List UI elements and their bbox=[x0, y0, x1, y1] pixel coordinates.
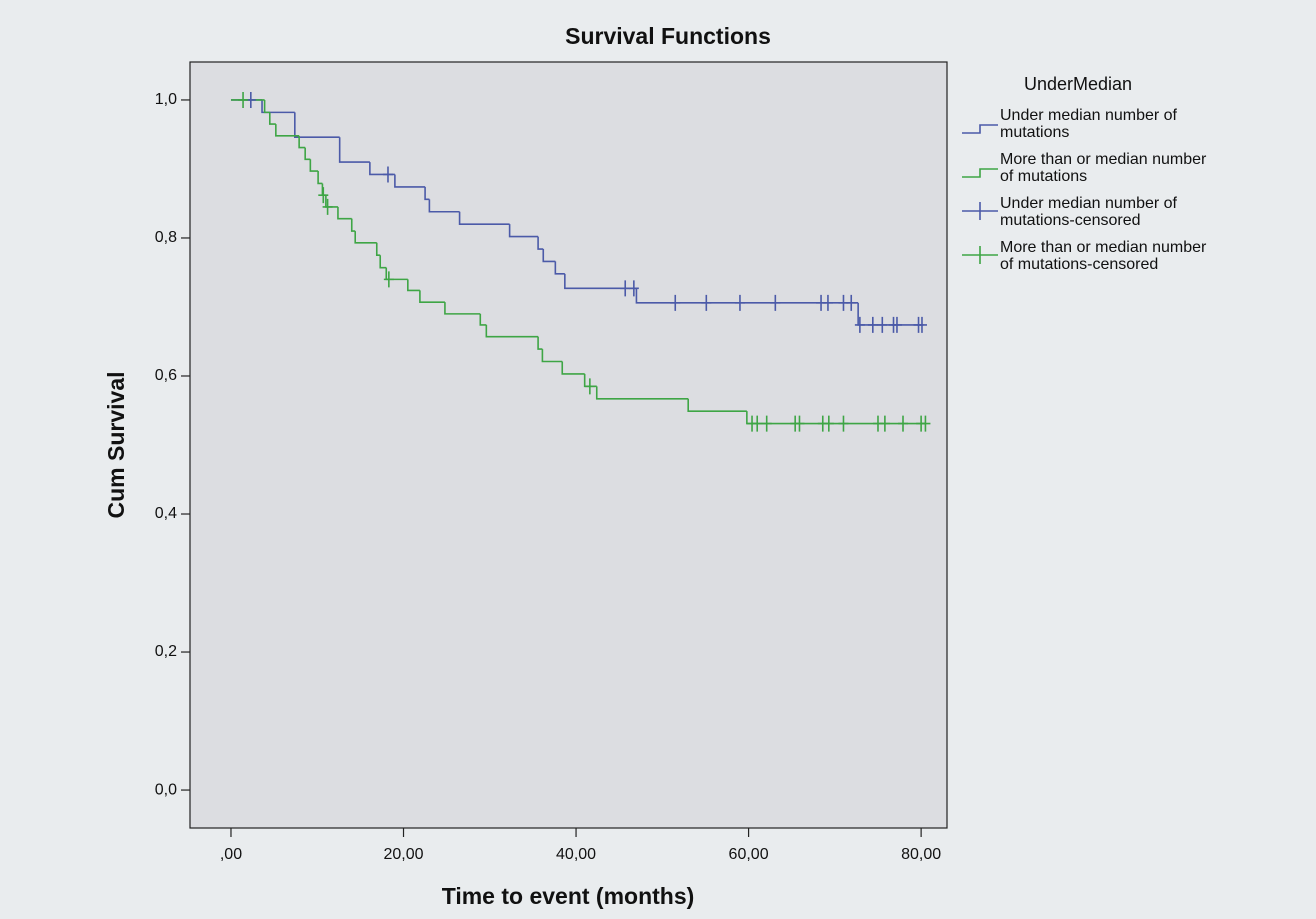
survival-step bbox=[275, 124, 300, 137]
survival-step bbox=[746, 411, 926, 425]
censor-mark bbox=[846, 294, 857, 311]
survival-step bbox=[309, 159, 319, 172]
survival-step bbox=[537, 336, 543, 350]
censor-mark bbox=[898, 415, 909, 432]
censor-mark bbox=[877, 316, 888, 333]
legend-censor bbox=[962, 202, 998, 220]
x-tick-label: 40,00 bbox=[556, 846, 596, 863]
survival-step bbox=[298, 135, 306, 149]
y-tick-label: 0,8 bbox=[155, 229, 177, 246]
survival-step bbox=[350, 218, 356, 232]
legend-label: More than or median number of mutations bbox=[1000, 151, 1207, 185]
x-tick-label: 80,00 bbox=[901, 846, 941, 863]
x-axis-label: Time to event (months) bbox=[442, 883, 695, 909]
censor-mark bbox=[701, 294, 712, 311]
censor-mark bbox=[838, 415, 849, 432]
y-axis-label: Cum Survival bbox=[103, 372, 129, 519]
legend-entry: More than or median number of mutations bbox=[960, 151, 1260, 191]
x-tick-label: 20,00 bbox=[383, 846, 423, 863]
survival-step bbox=[635, 288, 859, 304]
y-tick-label: 0,4 bbox=[155, 505, 177, 522]
censor-mark bbox=[322, 198, 333, 215]
x-tick-label: 60,00 bbox=[729, 846, 769, 863]
survival-step bbox=[537, 236, 544, 250]
survival-step bbox=[485, 324, 539, 338]
y-tick-label: 0,0 bbox=[155, 781, 177, 798]
y-tick-label: 0,2 bbox=[155, 643, 177, 660]
censor-mark bbox=[770, 294, 781, 311]
censor-mark bbox=[823, 415, 834, 432]
survival-step bbox=[337, 206, 352, 220]
survival-step bbox=[479, 313, 487, 326]
survival-step bbox=[379, 255, 387, 269]
legend-label: More than or median number of mutations-… bbox=[1000, 239, 1207, 273]
survival-step bbox=[317, 171, 323, 185]
survival-step bbox=[407, 279, 420, 292]
survival-step bbox=[375, 242, 381, 257]
survival-step bbox=[304, 147, 311, 161]
legend-entry: More than or median number of mutations-… bbox=[960, 239, 1260, 279]
censor-mark bbox=[620, 280, 631, 297]
legend-entry: Under median number of mutations-censore… bbox=[960, 195, 1260, 235]
censor-mark bbox=[383, 271, 394, 288]
survival-step bbox=[338, 137, 370, 163]
censor-mark bbox=[794, 415, 805, 432]
legend-title: UnderMedian bbox=[1024, 74, 1133, 94]
survival-step bbox=[294, 112, 340, 139]
survival-step bbox=[424, 186, 430, 201]
survival-step bbox=[263, 99, 270, 114]
survival-step bbox=[428, 199, 460, 213]
survival-step bbox=[554, 261, 565, 275]
censor-mark bbox=[628, 280, 639, 297]
legend-label: Under median number of mutations bbox=[1000, 107, 1177, 141]
survival-step bbox=[394, 174, 426, 188]
legend-censor bbox=[962, 246, 998, 264]
censor-mark bbox=[318, 187, 329, 204]
survival-step bbox=[564, 273, 637, 290]
censor-mark bbox=[891, 316, 902, 333]
censor-mark bbox=[916, 316, 927, 333]
legend-step bbox=[962, 168, 998, 178]
censor-mark bbox=[238, 91, 249, 108]
legend-entry: Under median number of mutations bbox=[960, 107, 1260, 147]
survival-step bbox=[561, 361, 585, 375]
y-tick-label: 1,0 bbox=[155, 91, 177, 108]
chart-title: Survival Functions bbox=[565, 23, 771, 49]
censor-mark bbox=[584, 378, 595, 395]
legend-step bbox=[962, 124, 998, 134]
censor-mark bbox=[382, 166, 393, 183]
survival-step bbox=[261, 99, 295, 114]
censor-mark bbox=[867, 316, 878, 333]
legend: UnderMedian Under median number of mutat… bbox=[960, 74, 1260, 283]
censor-mark bbox=[854, 316, 865, 333]
survival-step bbox=[541, 349, 563, 363]
plot-area bbox=[189, 61, 948, 829]
survival-step bbox=[458, 211, 510, 225]
legend-label: Under median number of mutations-censore… bbox=[1000, 195, 1177, 229]
legend-glyph bbox=[962, 202, 998, 220]
censor-mark bbox=[670, 294, 681, 311]
censor-mark bbox=[761, 415, 772, 432]
y-tick-label: 0,6 bbox=[155, 367, 177, 384]
survival-step bbox=[444, 302, 481, 315]
legend-glyph bbox=[962, 246, 998, 264]
survival-step bbox=[542, 249, 556, 263]
survival-step bbox=[354, 231, 377, 244]
legend-glyph bbox=[962, 124, 998, 134]
survival-step bbox=[687, 398, 747, 412]
survival-step bbox=[419, 290, 445, 303]
survival-step bbox=[508, 224, 539, 238]
survival-step bbox=[268, 112, 276, 125]
censor-mark bbox=[752, 415, 763, 432]
x-tick-label: ,00 bbox=[220, 846, 242, 863]
censor-mark bbox=[734, 294, 745, 311]
censor-mark bbox=[920, 415, 931, 432]
survival-step bbox=[595, 386, 689, 400]
censor-mark bbox=[879, 415, 890, 432]
censor-mark bbox=[822, 294, 833, 311]
legend-glyph bbox=[962, 168, 998, 178]
